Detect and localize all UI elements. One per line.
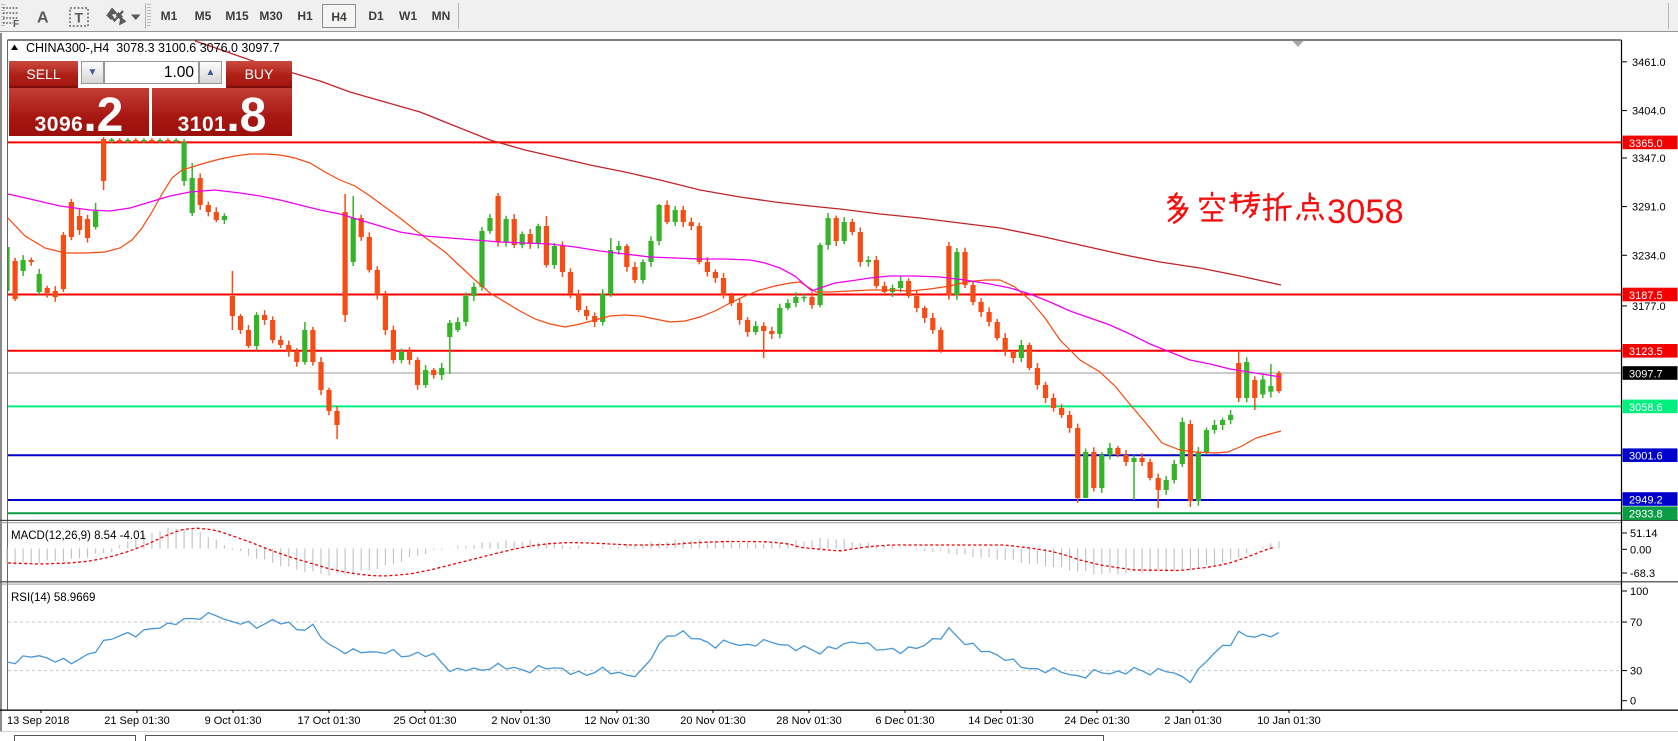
svg-text:A: A [37, 10, 49, 27]
svg-text:2933.8: 2933.8 [1629, 509, 1663, 521]
svg-text:21 Sep 01:30: 21 Sep 01:30 [104, 715, 169, 727]
svg-text:F: F [13, 19, 19, 30]
svg-text:2 Nov 01:30: 2 Nov 01:30 [491, 715, 550, 727]
svg-text:-68.3: -68.3 [1630, 568, 1655, 580]
svg-text:3365.0: 3365.0 [1629, 138, 1663, 150]
svg-text:3291.0: 3291.0 [1632, 202, 1666, 214]
svg-text:3234.0: 3234.0 [1632, 250, 1666, 262]
svg-text:CHINA300-,H4 3078.3 3100.6 30: CHINA300-,H4 3078.3 3100.6 3076.0 3097.7 [26, 41, 280, 55]
svg-text:100: 100 [1630, 586, 1648, 598]
svg-text:3058: 3058 [1327, 193, 1404, 231]
svg-text:30: 30 [1630, 666, 1642, 678]
svg-text:3461.0: 3461.0 [1632, 57, 1666, 69]
svg-text:2949.2: 2949.2 [1629, 494, 1663, 506]
svg-text:12 Nov 01:30: 12 Nov 01:30 [584, 715, 649, 727]
svg-text:20 Nov 01:30: 20 Nov 01:30 [680, 715, 745, 727]
svg-text:RSI(14) 58.9669: RSI(14) 58.9669 [11, 592, 95, 604]
svg-text:9 Oct 01:30: 9 Oct 01:30 [205, 715, 262, 727]
svg-text:MACD(12,26,9) 8.54 -4.01: MACD(12,26,9) 8.54 -4.01 [11, 530, 146, 542]
svg-text:51.14: 51.14 [1630, 528, 1658, 540]
svg-text:6 Dec 01:30: 6 Dec 01:30 [875, 715, 934, 727]
svg-text:3177.0: 3177.0 [1632, 301, 1666, 313]
svg-text:3097.7: 3097.7 [1629, 368, 1663, 380]
svg-text:13 Sep 2018: 13 Sep 2018 [7, 715, 69, 727]
svg-text:14 Dec 01:30: 14 Dec 01:30 [968, 715, 1033, 727]
svg-text:3123.5: 3123.5 [1629, 346, 1663, 358]
svg-text:3404.0: 3404.0 [1632, 106, 1666, 118]
svg-text:0: 0 [1630, 696, 1636, 708]
svg-text:70: 70 [1630, 617, 1642, 629]
svg-text:3187.5: 3187.5 [1629, 290, 1663, 302]
svg-text:24 Dec 01:30: 24 Dec 01:30 [1064, 715, 1129, 727]
svg-text:28 Nov 01:30: 28 Nov 01:30 [776, 715, 841, 727]
svg-text:2 Jan 01:30: 2 Jan 01:30 [1164, 715, 1222, 727]
svg-text:25 Oct 01:30: 25 Oct 01:30 [394, 715, 457, 727]
svg-text:17 Oct 01:30: 17 Oct 01:30 [298, 715, 361, 727]
svg-text:0.00: 0.00 [1630, 544, 1651, 556]
svg-text:3001.6: 3001.6 [1629, 451, 1663, 463]
svg-text:10 Jan 01:30: 10 Jan 01:30 [1257, 715, 1321, 727]
svg-text:T: T [75, 10, 84, 26]
svg-text:3058.6: 3058.6 [1629, 402, 1663, 414]
svg-text:3347.0: 3347.0 [1632, 153, 1666, 165]
